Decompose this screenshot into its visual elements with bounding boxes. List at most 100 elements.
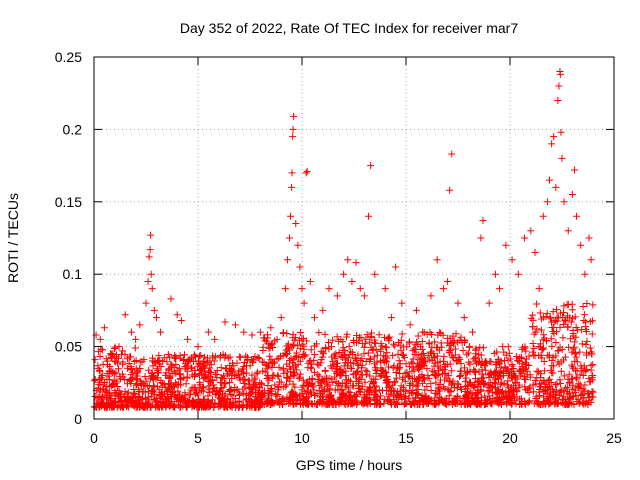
- data-point: [221, 352, 229, 360]
- data-point: [174, 387, 182, 395]
- data-point: [364, 395, 372, 403]
- data-point: [172, 353, 180, 361]
- data-point: [268, 364, 276, 372]
- data-point: [100, 385, 108, 393]
- data-point: [443, 400, 451, 408]
- data-point: [521, 344, 529, 352]
- data-point: [356, 375, 364, 383]
- data-point: [184, 356, 192, 364]
- data-point: [353, 331, 361, 339]
- data-point: [541, 378, 549, 386]
- data-point: [515, 383, 523, 391]
- data-point: [485, 384, 493, 392]
- data-point: [363, 368, 371, 376]
- data-point: [109, 369, 117, 377]
- data-point: [197, 366, 205, 374]
- data-point: [242, 390, 250, 398]
- data-point: [119, 402, 127, 410]
- data-point: [273, 335, 281, 343]
- data-point: [548, 362, 556, 370]
- data-point: [407, 358, 415, 366]
- data-point: [532, 393, 540, 401]
- data-point: [420, 376, 428, 384]
- data-point: [235, 402, 243, 410]
- data-point: [348, 277, 356, 285]
- data-point: [518, 400, 526, 408]
- data-point: [479, 344, 487, 352]
- data-point: [288, 343, 296, 351]
- data-point: [554, 96, 562, 104]
- data-point: [457, 333, 465, 341]
- data-point: [580, 311, 588, 319]
- data-point: [432, 371, 440, 379]
- data-point: [94, 364, 102, 372]
- data-point: [386, 382, 394, 390]
- data-point: [460, 314, 468, 322]
- y-axis-label: ROTI / TECUs: [5, 193, 21, 283]
- data-point: [572, 323, 580, 331]
- data-point: [317, 347, 325, 355]
- y-tick-label: 0.1: [63, 266, 83, 282]
- data-point: [226, 353, 234, 361]
- data-point: [248, 358, 256, 366]
- data-point: [419, 328, 427, 336]
- data-point: [250, 379, 258, 387]
- data-point: [230, 362, 238, 370]
- data-point: [303, 379, 311, 387]
- data-point: [546, 382, 554, 390]
- data-point: [226, 386, 234, 394]
- data-point: [292, 334, 300, 342]
- data-point: [584, 390, 592, 398]
- data-point: [258, 390, 266, 398]
- data-point: [421, 386, 429, 394]
- data-point: [372, 386, 380, 394]
- data-point: [410, 367, 418, 375]
- data-point: [588, 317, 596, 325]
- data-point: [184, 397, 192, 405]
- data-point: [340, 351, 348, 359]
- data-point: [446, 334, 454, 342]
- data-point: [346, 377, 354, 385]
- data-point: [588, 330, 596, 338]
- data-point: [195, 401, 203, 409]
- data-point: [187, 364, 195, 372]
- data-point: [172, 369, 180, 377]
- data-point: [242, 352, 250, 360]
- data-point: [119, 360, 127, 368]
- data-point: [375, 331, 383, 339]
- data-point: [329, 336, 337, 344]
- data-point: [547, 379, 555, 387]
- data-point: [454, 380, 462, 388]
- data-point: [513, 388, 521, 396]
- data-point: [587, 256, 595, 264]
- data-point: [384, 383, 392, 391]
- data-point: [551, 400, 559, 408]
- data-point: [547, 335, 555, 343]
- data-point: [462, 374, 470, 382]
- data-point: [489, 394, 497, 402]
- data-point: [414, 390, 422, 398]
- data-point: [217, 374, 225, 382]
- data-point: [377, 364, 385, 372]
- data-point: [417, 358, 425, 366]
- data-point: [154, 366, 162, 374]
- data-point: [581, 367, 589, 375]
- data-point: [488, 388, 496, 396]
- data-point: [347, 359, 355, 367]
- data-point: [457, 372, 465, 380]
- data-point: [371, 360, 379, 368]
- data-point: [434, 399, 442, 407]
- data-point: [291, 353, 299, 361]
- data-point: [149, 382, 157, 390]
- data-point: [114, 392, 122, 400]
- data-point: [431, 394, 439, 402]
- data-point: [569, 393, 577, 401]
- data-point: [204, 385, 212, 393]
- data-point: [217, 398, 225, 406]
- data-point: [216, 354, 224, 362]
- data-point: [261, 337, 269, 345]
- data-point: [539, 212, 547, 220]
- data-point: [360, 343, 368, 351]
- data-point: [382, 344, 390, 352]
- data-point: [293, 352, 301, 360]
